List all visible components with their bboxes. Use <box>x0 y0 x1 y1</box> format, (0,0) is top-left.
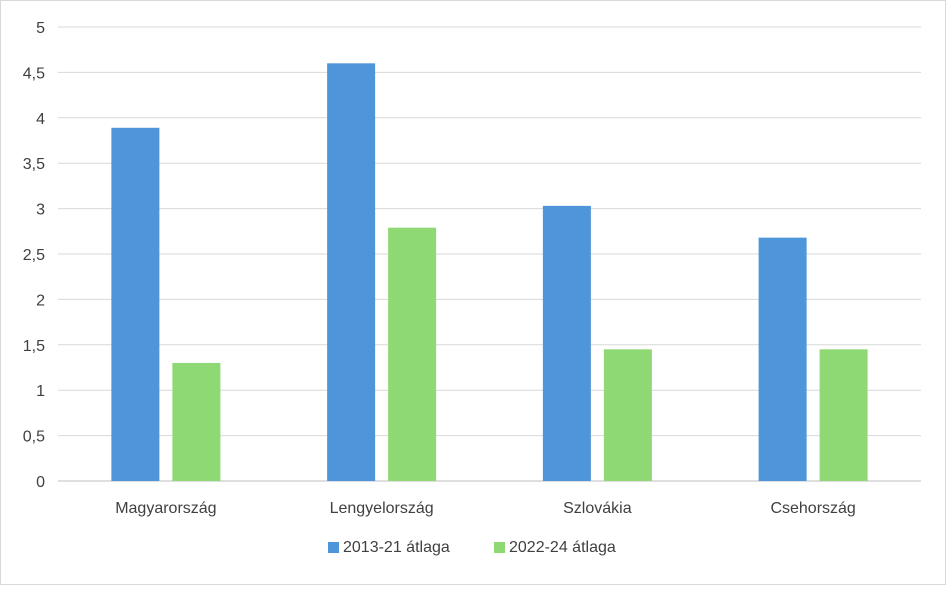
y-tick-label: 0,5 <box>23 429 45 446</box>
bar-series2 <box>172 362 221 481</box>
legend: 2013-21 átlaga 2022-24 átlaga <box>328 539 616 556</box>
bar-series1 <box>327 63 376 481</box>
y-tick-label: 1 <box>36 383 45 400</box>
y-tick-label: 2,5 <box>23 247 45 264</box>
y-tick-label: 3 <box>36 202 45 219</box>
x-axis-category-labels: Magyarország Lengyelország Szlovákia Csehor… <box>115 500 856 517</box>
legend-swatch <box>494 542 505 553</box>
y-tick-label: 0 <box>36 474 45 491</box>
bar-series1 <box>542 205 591 481</box>
bar-series2 <box>388 227 437 481</box>
y-tick-label: 3,5 <box>23 156 45 173</box>
legend-label: 2022-24 átlaga <box>509 539 616 556</box>
bar-series2 <box>819 349 868 481</box>
x-category-label: Magyarország <box>115 500 216 517</box>
x-category-label: Lengyelország <box>330 500 434 517</box>
bar-series2 <box>603 349 652 481</box>
y-tick-label: 4 <box>36 111 45 128</box>
legend-label: 2013-21 átlaga <box>343 539 450 556</box>
y-axis-tick-labels: 0 0,5 1 1,5 2 2,5 3 3,5 4 4,5 5 <box>23 20 45 491</box>
bars <box>111 63 868 482</box>
y-tick-label: 2 <box>36 292 45 309</box>
x-category-label: Szlovákia <box>563 500 632 517</box>
y-tick-label: 5 <box>36 20 45 37</box>
legend-swatch <box>328 542 339 553</box>
y-tick-label: 1,5 <box>23 338 45 355</box>
bar-series1 <box>758 237 807 481</box>
y-tick-label: 4,5 <box>23 65 45 82</box>
bar-series1 <box>111 127 160 482</box>
x-category-label: Csehország <box>770 500 855 517</box>
